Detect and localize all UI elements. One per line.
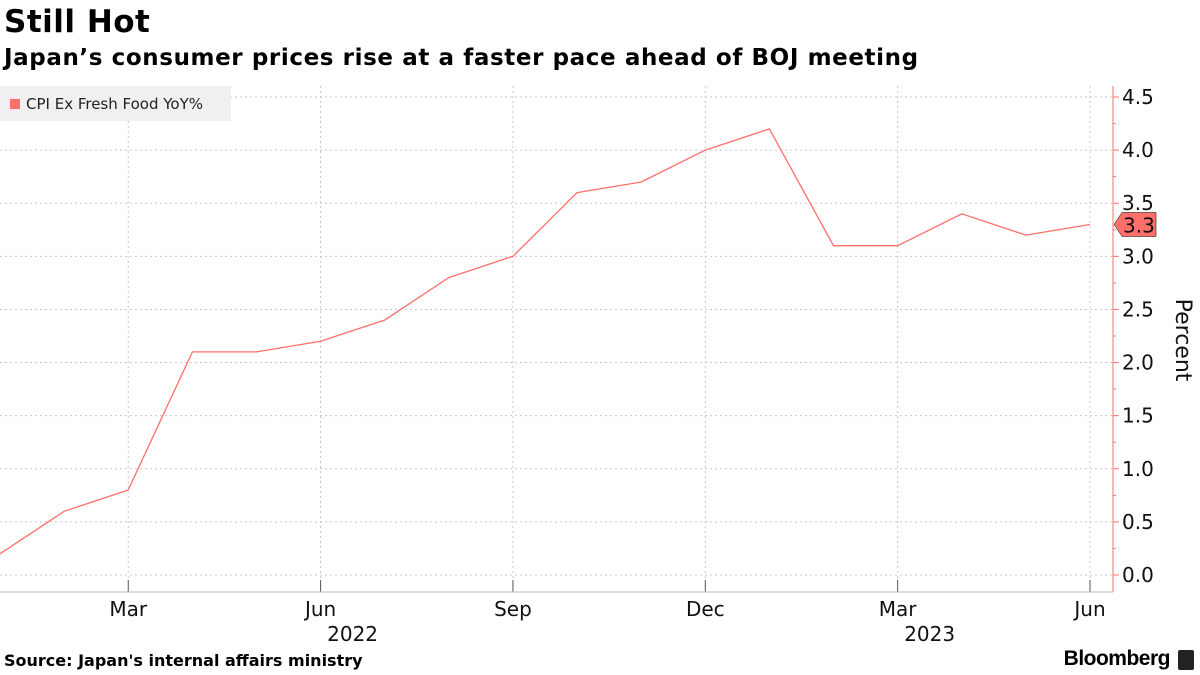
x-tick-label: Jun: [303, 597, 336, 621]
series-line-cpi: [0, 128, 1091, 555]
y-tick-label: 1.0: [1122, 457, 1154, 481]
last-value-tag: [1113, 212, 1157, 237]
brand-logo: Bloomberg: [1063, 647, 1171, 670]
legend-swatch: [10, 98, 20, 109]
chart-title: Still Hot: [4, 4, 151, 40]
legend-label: CPI Ex Fresh Food YoY%: [26, 94, 204, 113]
bloomberg-chart-icon: [1178, 650, 1194, 670]
x-year-label: 2023: [904, 622, 955, 646]
x-year-label: 2022: [327, 622, 378, 646]
y-tick-label: 4.5: [1122, 85, 1154, 109]
y-tick-label: 2.5: [1122, 297, 1154, 321]
x-tick-label: Jun: [1072, 597, 1105, 621]
x-tick-label: Dec: [686, 597, 725, 621]
y-tick-label: 4.0: [1122, 138, 1154, 162]
y-tick-label: 1.5: [1122, 404, 1154, 428]
y-tick-label: 0.5: [1122, 510, 1154, 534]
y-tick-label: 2.0: [1122, 351, 1154, 375]
x-tick-label: Mar: [879, 597, 918, 621]
y-tick-label: 3.0: [1122, 244, 1154, 268]
legend: CPI Ex Fresh Food YoY%: [0, 86, 231, 121]
x-tick-label: Sep: [494, 597, 532, 621]
y-tick-label: 0.0: [1122, 563, 1154, 587]
y-axis-label: Percent: [1170, 299, 1195, 382]
last-value-label: 3.3: [1123, 213, 1155, 237]
source-note: Source: Japan's internal affairs ministr…: [4, 651, 363, 670]
x-tick-label: Mar: [109, 597, 148, 621]
chart-subtitle: Japan’s consumer prices rise at a faster…: [4, 45, 919, 71]
y-tick-label: 3.5: [1122, 191, 1154, 215]
